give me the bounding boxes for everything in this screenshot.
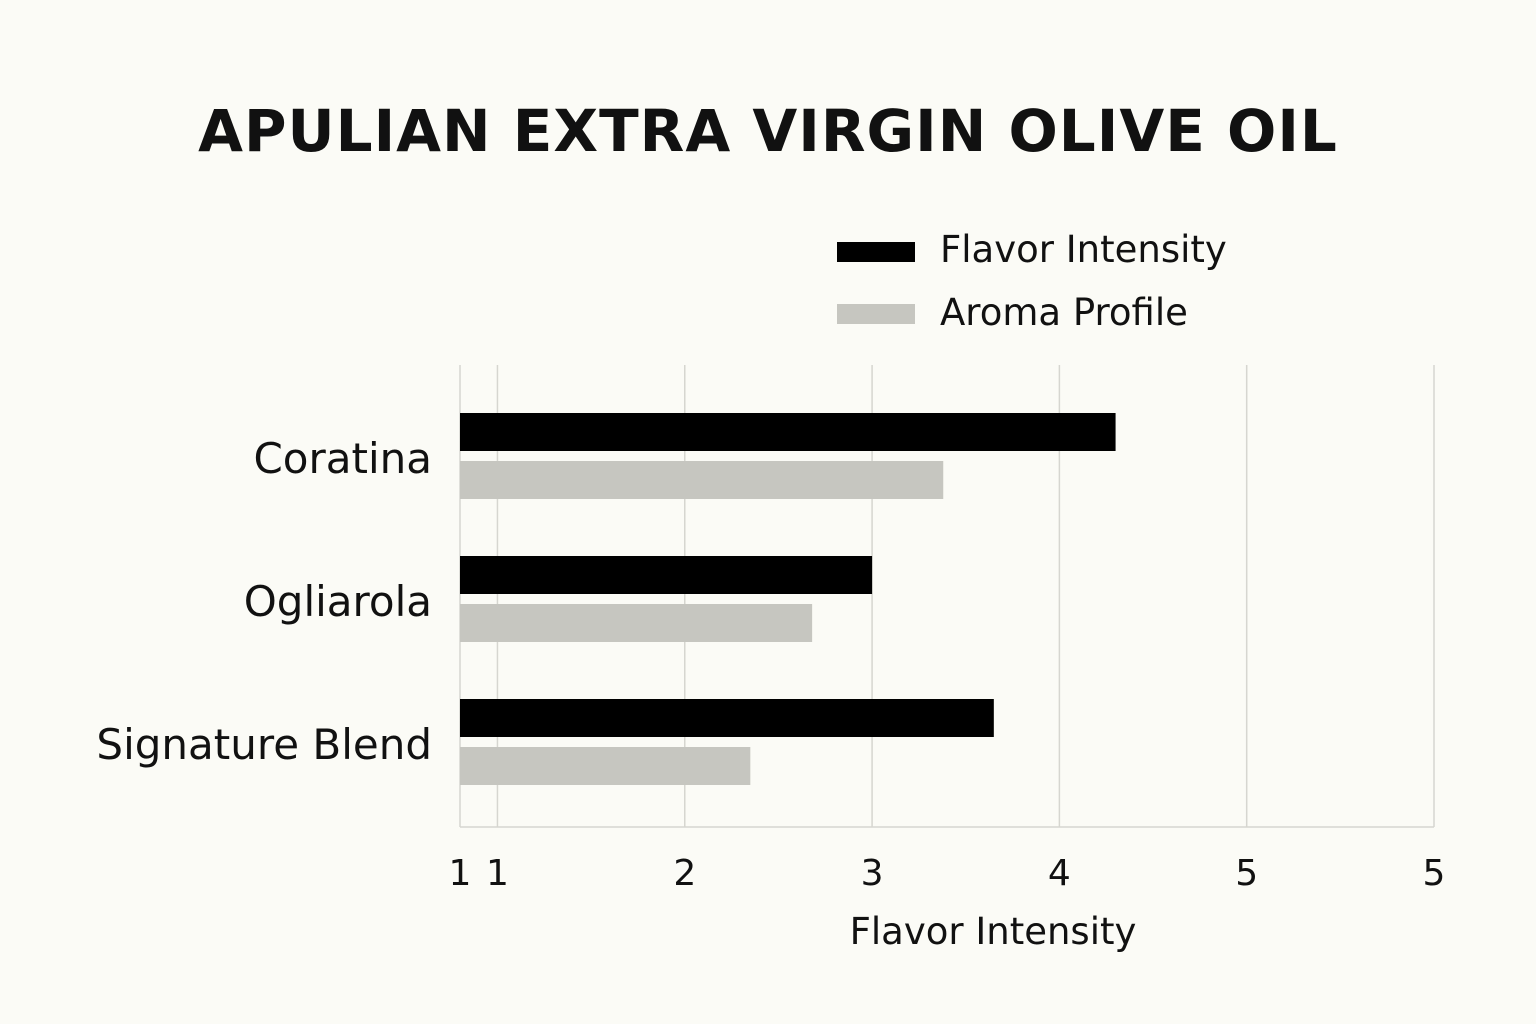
- chart-title: APULIAN EXTRA VIRGIN OLIVE OIL: [198, 97, 1338, 165]
- legend-label-aroma-profile: Aroma Profile: [940, 291, 1188, 334]
- bar-aroma-profile: [460, 604, 813, 642]
- category-labels: Coratina Ogliarola Signature Blend: [96, 434, 432, 769]
- x-tick-label: 5: [1423, 853, 1446, 894]
- category-label: Signature Blend: [96, 720, 432, 769]
- x-tick-label: 5: [1235, 853, 1258, 894]
- category-label: Coratina: [253, 434, 432, 483]
- x-tick-label: 2: [673, 853, 696, 894]
- x-axis-title: Flavor Intensity: [850, 910, 1137, 953]
- bar-flavor-intensity: [460, 699, 994, 737]
- x-tick-label: 4: [1048, 853, 1071, 894]
- legend-swatch-aroma-profile: [837, 304, 915, 324]
- category-label: Ogliarola: [244, 577, 432, 626]
- x-tick-label: 1: [486, 853, 509, 894]
- legend-label-flavor-intensity: Flavor Intensity: [940, 228, 1227, 271]
- bar-flavor-intensity: [460, 556, 873, 594]
- bar-aroma-profile: [460, 461, 944, 499]
- legend-swatch-flavor-intensity: [837, 242, 915, 262]
- bar-aroma-profile: [460, 747, 751, 785]
- bar-flavor-intensity: [460, 413, 1116, 451]
- bars: [460, 413, 1116, 785]
- x-tick-label: 1: [449, 853, 472, 894]
- x-tick-label: 3: [861, 853, 884, 894]
